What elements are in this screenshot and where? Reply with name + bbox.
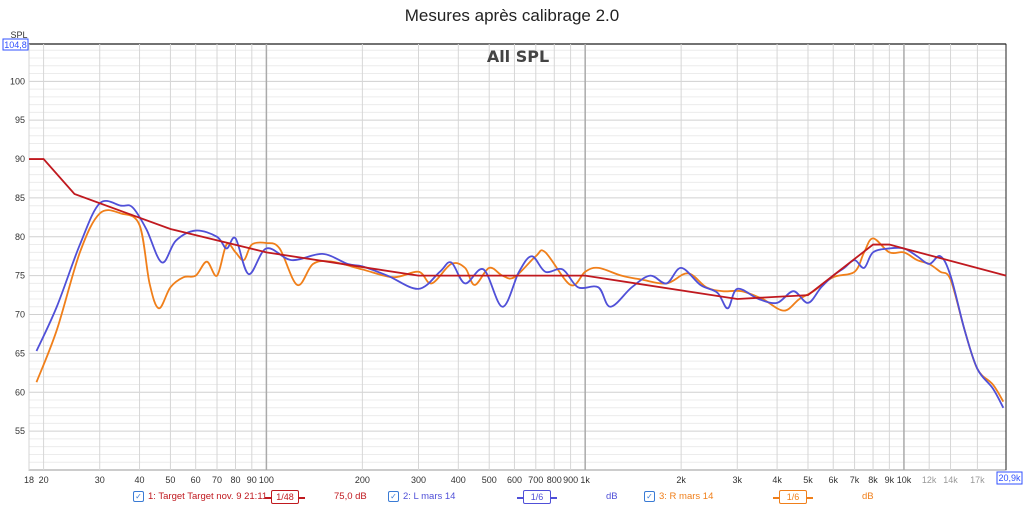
legend-label: 1: Target Target nov. 9 21:11: [148, 491, 268, 502]
plot-area: [28, 43, 1007, 471]
series-line-1: [29, 158, 1007, 300]
legend-item-l[interactable]: ✓ 2: L mars 14: [388, 491, 455, 502]
smoothing-button-target[interactable]: 1/48: [271, 490, 299, 504]
y-tick-label: 90: [15, 154, 25, 164]
y-tick-label: 95: [15, 115, 25, 125]
legend-value-l: dB: [606, 491, 618, 502]
y-max-label: 104,8: [4, 40, 27, 50]
x-tick-label: 14k: [943, 475, 958, 485]
x-tick-label: 3k: [733, 475, 743, 485]
x-tick-label: 900: [563, 475, 578, 485]
x-tick-label: 800: [547, 475, 562, 485]
x-tick-label: 6k: [828, 475, 838, 485]
legend-value-r: dB: [862, 491, 874, 502]
x-max-box: [996, 471, 1023, 485]
x-tick-label: 30: [95, 475, 105, 485]
x-tick-label: 1k: [580, 475, 590, 485]
y-tick-label: 60: [15, 387, 25, 397]
x-tick-label: 9k: [885, 475, 895, 485]
x-tick-label: 90: [247, 475, 257, 485]
y-tick-label: 85: [15, 193, 25, 203]
y-axis-label: SPL: [10, 30, 27, 40]
x-tick-label: 500: [482, 475, 497, 485]
x-tick-label: 60: [191, 475, 201, 485]
checkbox-icon[interactable]: ✓: [133, 491, 144, 502]
chart-title: All SPL: [487, 47, 549, 66]
checkbox-icon[interactable]: ✓: [644, 491, 655, 502]
legend-label: 3: R mars 14: [659, 491, 714, 502]
y-tick-label: 70: [15, 310, 25, 320]
x-tick-label: 50: [165, 475, 175, 485]
x-tick-label: 18: [24, 475, 34, 485]
x-tick-label: 10k: [897, 475, 912, 485]
smoothing-button-r[interactable]: 1/6: [779, 490, 807, 504]
x-tick-label: 5k: [803, 475, 813, 485]
x-tick-label: 2k: [676, 475, 686, 485]
x-tick-label: 12k: [922, 475, 937, 485]
x-tick-label: 80: [230, 475, 240, 485]
x-tick-label: 40: [135, 475, 145, 485]
x-tick-label: 17k: [970, 475, 985, 485]
y-tick-label: 65: [15, 348, 25, 358]
y-tick-label: 75: [15, 271, 25, 281]
x-tick-label: 20: [39, 475, 49, 485]
x-tick-label: 300: [411, 475, 426, 485]
x-tick-label: 4k: [772, 475, 782, 485]
y-max-box: [2, 38, 29, 51]
y-tick-label: 55: [15, 426, 25, 436]
x-tick-label: 7k: [850, 475, 860, 485]
x-max-label: 20,9k: [998, 473, 1021, 483]
x-tick-label: 70: [212, 475, 222, 485]
legend-label: 2: L mars 14: [403, 491, 456, 502]
checkbox-icon[interactable]: ✓: [388, 491, 399, 502]
x-tick-label: 400: [451, 475, 466, 485]
x-tick-label: 700: [528, 475, 543, 485]
x-tick-label: 8k: [868, 475, 878, 485]
series-line-3: [35, 209, 1005, 403]
y-tick-label: 100: [10, 76, 25, 86]
x-tick-label: 600: [507, 475, 522, 485]
y-tick-label: 80: [15, 232, 25, 242]
x-tick-label: 100: [259, 475, 274, 485]
smoothing-button-l[interactable]: 1/6: [523, 490, 551, 504]
window-title: Mesures après calibrage 2.0: [404, 6, 620, 25]
series-line-2: [35, 200, 1005, 409]
legend-value-target: 75,0 dB: [334, 491, 367, 502]
legend-item-r[interactable]: ✓ 3: R mars 14: [644, 491, 713, 502]
legend-item-target[interactable]: ✓ 1: Target Target nov. 9 21:11: [133, 491, 267, 502]
x-tick-label: 200: [355, 475, 370, 485]
